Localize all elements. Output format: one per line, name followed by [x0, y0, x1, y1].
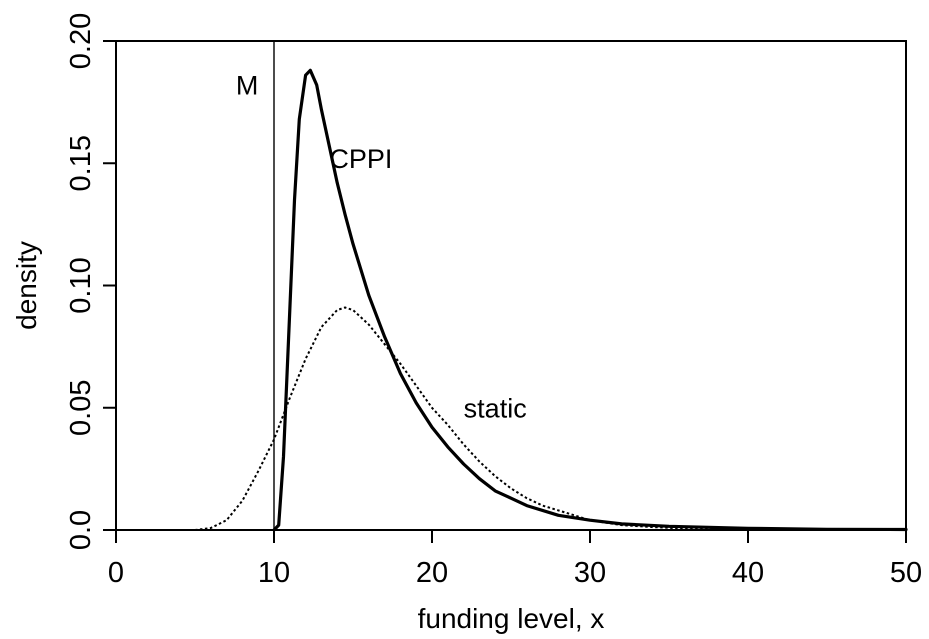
- y-tick-label: 0.20: [65, 13, 97, 69]
- y-tick-label: 0.0: [65, 510, 97, 550]
- y-tick-label: 0.15: [65, 135, 97, 191]
- x-tick-label: 0: [108, 557, 124, 589]
- y-tick-label: 0.10: [65, 257, 97, 313]
- y-tick-label: 0.05: [65, 380, 97, 436]
- y-axis-title: density: [11, 241, 42, 330]
- x-tick-label: 40: [732, 557, 764, 589]
- plot-layer: [194, 41, 908, 532]
- annotation-m: M: [236, 71, 259, 101]
- series-line-static: [194, 306, 906, 531]
- x-axis-title: funding level, x: [418, 603, 605, 634]
- annotations: M CPPI static: [236, 71, 527, 424]
- annotation-static: static: [464, 393, 527, 423]
- x-tick-label: 50: [890, 557, 922, 589]
- plot-frame: [115, 40, 907, 531]
- annotation-cppi: CPPI: [329, 144, 392, 174]
- y-axis: 0.0 0.05 0.10 0.15 0.20: [65, 13, 116, 550]
- series-line-cppi: [272, 68, 908, 532]
- x-tick-label: 30: [574, 557, 606, 589]
- x-axis: 0 10 20 30 40 50: [108, 530, 922, 589]
- x-tick-label: 10: [258, 557, 290, 589]
- x-tick-label: 20: [416, 557, 448, 589]
